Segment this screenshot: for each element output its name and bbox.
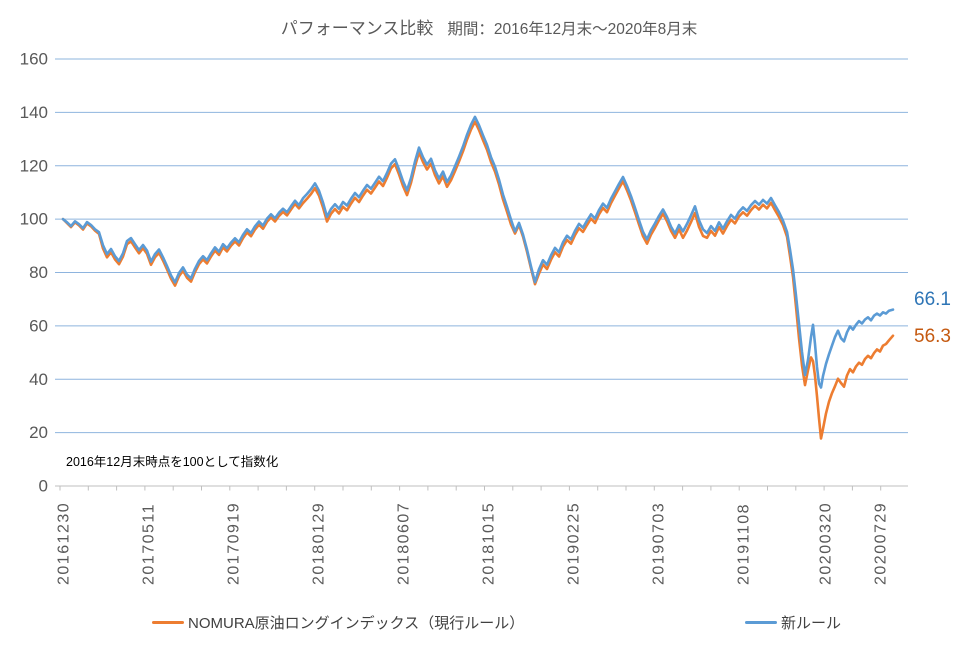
legend-label-current-rule: NOMURA原油ロングインデックス（現行ルール） bbox=[188, 615, 525, 632]
x-axis-tick-label: 20190225 bbox=[566, 502, 583, 585]
end-value-label-current-rule: 56.3 bbox=[914, 326, 951, 347]
y-axis-tick-label: 120 bbox=[20, 156, 48, 175]
series-line-new-rule bbox=[61, 115, 895, 389]
x-axis-tick-label: 20200320 bbox=[818, 502, 835, 585]
y-axis-tick-label: 80 bbox=[29, 263, 48, 282]
index-base-annotation: 2016年12月末時点を100として指数化 bbox=[66, 455, 279, 469]
x-axis-tick-label: 20180129 bbox=[311, 502, 328, 585]
x-axis-tick-label: 20190703 bbox=[651, 502, 668, 585]
legend-item-current-rule: NOMURA原油ロングインデックス（現行ルール） bbox=[152, 612, 524, 633]
y-axis-tick-label: 60 bbox=[29, 316, 48, 335]
legend-label-new-rule: 新ルール bbox=[781, 615, 842, 632]
x-axis-tick-label: 20181015 bbox=[481, 502, 498, 585]
chart-title-main: パフォーマンス比較 bbox=[280, 19, 434, 38]
y-axis-tick-label: 140 bbox=[20, 103, 48, 122]
x-axis-tick-label: 20200729 bbox=[873, 502, 890, 585]
x-axis-tick-label: 20170511 bbox=[141, 503, 158, 585]
y-axis-tick-label: 20 bbox=[29, 423, 48, 442]
y-axis-tick-label: 100 bbox=[20, 210, 48, 229]
series-line-current-rule bbox=[61, 120, 895, 440]
chart-title-period: 期間：2016年12月末～2020年8月末 bbox=[447, 21, 698, 38]
y-axis-tick-label: 160 bbox=[20, 50, 48, 69]
chart-title: パフォーマンス比較 期間：2016年12月末～2020年8月末 bbox=[0, 14, 978, 39]
y-axis-tick-label: 0 bbox=[39, 477, 48, 496]
end-value-label-new-rule: 66.1 bbox=[914, 289, 951, 310]
x-axis-tick-label: 20180607 bbox=[396, 502, 413, 585]
legend-swatch-new-rule bbox=[745, 620, 777, 625]
x-axis-tick-label: 20170919 bbox=[226, 502, 243, 585]
x-axis-tick-label: 20191108 bbox=[736, 503, 753, 585]
y-axis-tick-label: 40 bbox=[29, 370, 48, 389]
legend-item-new-rule: 新ルール bbox=[745, 612, 841, 633]
legend-swatch-current-rule bbox=[152, 620, 184, 625]
x-axis-tick-label: 20161230 bbox=[56, 502, 73, 585]
